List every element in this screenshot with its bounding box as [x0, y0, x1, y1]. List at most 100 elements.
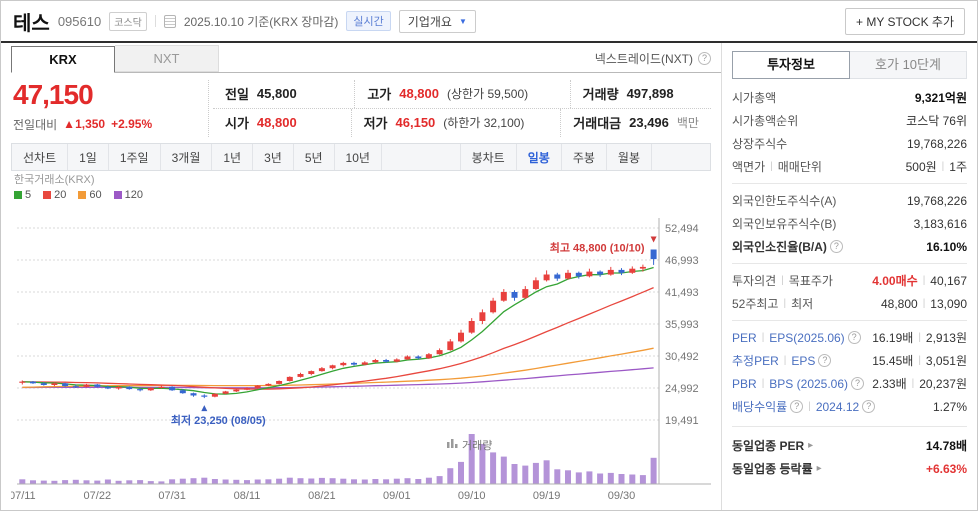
current-price-box: 47,150 전일대비 ▲1,350 +2.95%: [13, 79, 209, 137]
quote-unit: 백만: [676, 116, 699, 131]
quote-limit: (상한가 59,500): [447, 87, 529, 102]
info-value: 15.45배 | 3,051원: [872, 354, 967, 368]
toolbar-button-1일[interactable]: 1일: [68, 144, 109, 170]
info-row: 동일업종 PER ▸ 14.78배: [732, 434, 967, 457]
quote-label: 고가: [367, 87, 392, 103]
svg-text:46,993: 46,993: [665, 255, 699, 267]
toolbar-button-10년[interactable]: 10년: [335, 144, 382, 170]
nxt-notice: 넥스트레이드(NXT) ?: [595, 50, 711, 72]
help-icon[interactable]: ?: [698, 52, 711, 65]
legend-swatch: [78, 190, 87, 199]
quote-cell-거래대금: 거래대금 23,496 백만: [560, 108, 711, 137]
help-icon[interactable]: ?: [790, 400, 804, 413]
info-label: 외국인보유주식수(B): [732, 217, 837, 231]
toolbar-button-5년[interactable]: 5년: [294, 144, 335, 170]
info-label: 액면가 | 매매단위: [732, 160, 822, 174]
calendar-icon: [163, 14, 176, 28]
svg-text:35,993: 35,993: [665, 319, 699, 331]
tab-orderbook-10[interactable]: 호가 10단계: [850, 51, 967, 79]
help-icon[interactable]: ?: [862, 400, 876, 413]
legend-swatch: [14, 190, 22, 199]
tab-krx[interactable]: KRX: [11, 46, 115, 73]
info-label: 52주최고 | 최저: [732, 297, 814, 311]
divider: [732, 426, 967, 427]
info-value: 코스닥 76위: [906, 114, 967, 128]
legend-item-ma5: 5: [14, 189, 31, 201]
quote-label: 거래대금: [573, 116, 622, 132]
toolbar-button-봉차트[interactable]: 봉차트: [461, 144, 517, 170]
info-label: 배당수익률? | 2024.12?: [732, 398, 876, 415]
info-row: 동일업종 등락률 ▸ +6.63%: [732, 457, 967, 480]
volume-label: 거래량: [447, 439, 492, 452]
change-percent: +2.95%: [111, 117, 153, 132]
toolbar-button-1년[interactable]: 1년: [212, 144, 254, 170]
toolbar-button-월봉[interactable]: 월봉: [607, 144, 652, 170]
info-row: PBR | BPS (2025.06)? 2.33배 | 20,237원: [732, 372, 967, 395]
info-row: 외국인소진율(B/A)? 16.10%: [732, 235, 967, 258]
toolbar-button-3년[interactable]: 3년: [253, 144, 294, 170]
toolbar-button-주봉[interactable]: 주봉: [562, 144, 607, 170]
help-icon[interactable]: ?: [851, 377, 865, 390]
svg-text:24,992: 24,992: [665, 383, 699, 395]
legend-swatch: [43, 190, 52, 199]
legend-item-ma120: 120: [113, 189, 143, 201]
svg-text:08/11: 08/11: [234, 490, 261, 502]
quote-value: 497,898: [626, 86, 674, 102]
quote-value: 45,800: [256, 86, 297, 102]
svg-text:07/11: 07/11: [11, 490, 36, 502]
info-value: 19,768,226: [906, 136, 967, 151]
svg-text:09/19: 09/19: [533, 490, 561, 502]
svg-text:41,493: 41,493: [665, 287, 699, 299]
svg-text:52,494: 52,494: [665, 223, 699, 235]
stock-code: 095610: [57, 13, 102, 29]
toolbar-button-선차트[interactable]: 선차트: [12, 144, 69, 170]
quote-value: 46,150: [395, 115, 436, 131]
svg-text:09/30: 09/30: [608, 490, 636, 502]
my-stock-add-button[interactable]: + MY STOCK 추가: [845, 7, 965, 35]
current-price: 47,150: [13, 79, 94, 110]
help-icon[interactable]: ?: [818, 354, 832, 367]
toolbar-button-일봉[interactable]: 일봉: [517, 144, 562, 170]
toolbar-button-3개월[interactable]: 3개월: [161, 144, 213, 170]
info-value: 48,800 | 13,090: [880, 296, 967, 311]
help-icon[interactable]: ?: [847, 331, 861, 344]
info-label: PBR | BPS (2025.06)?: [732, 377, 865, 391]
market-badge: 코스닥: [109, 11, 147, 31]
info-row: 52주최고 | 최저 48,800 | 13,090: [732, 292, 967, 315]
info-value: 16.19배 | 2,913원: [872, 331, 967, 345]
info-label: 외국인한도주식수(A): [732, 194, 837, 208]
quote-cell-고가: 고가 48,800 (상한가 59,500): [354, 80, 569, 108]
legend-swatch: [113, 190, 122, 199]
info-label: 동일업종 등락률 ▸: [732, 462, 822, 476]
divider: [732, 320, 967, 321]
quote-cell-거래량: 거래량 497,898: [569, 80, 711, 108]
help-icon[interactable]: ?: [829, 240, 843, 253]
sidebar-tabs: 투자정보 호가 10단계: [732, 51, 967, 79]
market-tabs: KRX NXT 넥스트레이드(NXT) ?: [11, 43, 721, 73]
info-value: 1.27%: [932, 399, 967, 414]
info-value: 500원 | 1주: [905, 160, 967, 174]
chart-toolbar: 선차트 1일 1주일 3개월 1년 3년 5년 10년 봉차트 일봉 주봉 월봉: [11, 143, 711, 171]
chart-source-label: 한국거래소(KRX): [14, 174, 95, 186]
info-label: 상장주식수: [732, 137, 788, 151]
info-row: 외국인보유주식수(B) 3,183,616: [732, 212, 967, 235]
quote-cell-전일: 전일 45,800: [213, 80, 354, 108]
price-bar: 47,150 전일대비 ▲1,350 +2.95% 전일 45,800 고가 48,8…: [11, 73, 721, 143]
info-row: 시가총액 9,321억원: [732, 86, 967, 109]
quote-label: 저가: [363, 116, 388, 132]
company-overview-dropdown[interactable]: 기업개요 ▼: [398, 9, 476, 33]
date-info: 2025.10.10 기준(KRX 장마감): [183, 14, 339, 29]
toolbar-button-1주일[interactable]: 1주일: [109, 144, 161, 170]
legend-item-ma60: 60: [78, 189, 102, 201]
change-value: ▲1,350: [63, 117, 105, 131]
info-label: PER | EPS(2025.06)?: [732, 331, 861, 345]
quote-value: 48,800: [256, 115, 297, 131]
header: 테스 095610 코스닥 2025.10.10 기준(KRX 장마감) 실시간…: [1, 1, 977, 43]
info-value: 9,321억원: [914, 91, 967, 105]
info-value: +6.63%: [925, 461, 967, 476]
svg-text:19,491: 19,491: [665, 415, 699, 427]
content: KRX NXT 넥스트레이드(NXT) ? 47,150 전일대비 ▲1,350…: [1, 43, 977, 510]
tab-invest-info[interactable]: 투자정보: [732, 51, 850, 79]
tab-nxt[interactable]: NXT: [115, 45, 219, 72]
